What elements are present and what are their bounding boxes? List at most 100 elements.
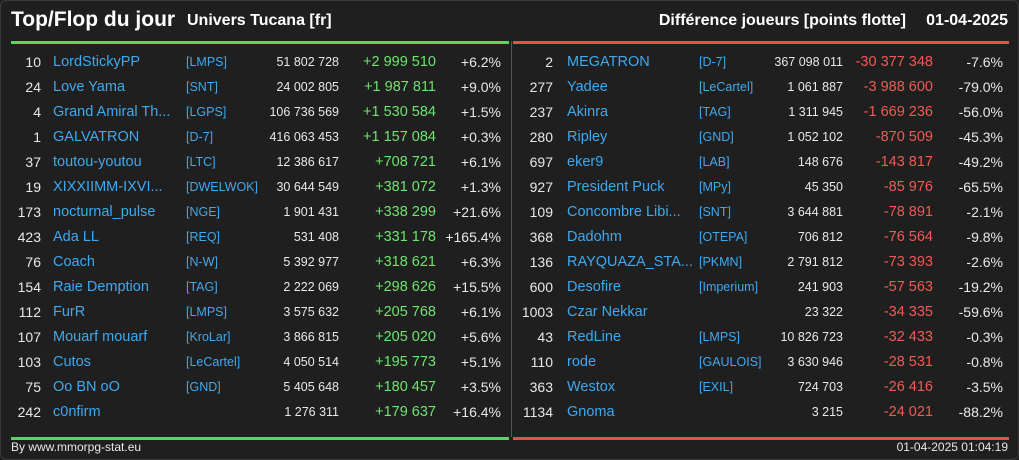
player-rank: 37 <box>25 154 41 170</box>
flop-row: 1003 Czar Nekkar 23 322 -34 335 -59.6% <box>513 300 1009 325</box>
player-name-link[interactable]: RedLine <box>567 329 622 345</box>
player-name-link[interactable]: Love Yama <box>53 79 126 95</box>
percent-change: -56.0% <box>958 104 1003 120</box>
points-difference: +2 999 510 <box>363 54 436 70</box>
alliance-tag-link[interactable]: [TAG] <box>186 280 218 294</box>
player-name-link[interactable]: c0nfirm <box>53 404 101 420</box>
player-points: 3 215 <box>811 405 843 419</box>
header: Top/Flop du jour Univers Tucana [fr] Dif… <box>1 1 1018 41</box>
player-points: 4 050 514 <box>283 355 339 369</box>
alliance-tag-link[interactable]: [D-7] <box>699 55 727 69</box>
points-difference: -85 976 <box>883 179 933 195</box>
percent-change: +6.3% <box>460 254 501 270</box>
player-name-link[interactable]: RAYQUAZA_STA... <box>567 254 693 270</box>
player-name-link[interactable]: Desofire <box>567 279 621 295</box>
player-points: 706 812 <box>797 230 843 244</box>
player-name-link[interactable]: Yadee <box>567 79 608 95</box>
player-name-link[interactable]: Czar Nekkar <box>567 304 648 320</box>
alliance-tag-link[interactable]: [N-W] <box>186 255 218 269</box>
player-name-link[interactable]: Raie Demption <box>53 279 149 295</box>
player-name-link[interactable]: LordStickyPP <box>53 54 141 70</box>
points-difference: +205 020 <box>375 329 436 345</box>
player-rank: 1134 <box>522 404 553 420</box>
top-row: 173 nocturnal_pulse [NGE] 1 901 431 +338 299… <box>11 200 509 225</box>
player-name-link[interactable]: MEGATRON <box>567 54 650 70</box>
player-name-link[interactable]: Mouarf mouarf <box>53 329 148 345</box>
player-points: 148 676 <box>797 155 843 169</box>
player-name-link[interactable]: nocturnal_pulse <box>53 204 156 220</box>
alliance-tag-link[interactable]: [NGE] <box>186 205 221 219</box>
top-row: 242 c0nfirm 1 276 311 +179 637 +16.4% <box>11 400 509 425</box>
flop-row: 43 RedLine [LMPS] 10 826 723 -32 433 -0.3% <box>513 325 1009 350</box>
alliance-tag-link[interactable]: [LeCartel] <box>699 80 754 94</box>
player-points: 2 791 812 <box>787 255 843 269</box>
alliance-tag-link[interactable]: [D-7] <box>186 130 214 144</box>
alliance-tag-link[interactable]: [SNT] <box>699 205 731 219</box>
player-name-link[interactable]: Dadohm <box>567 229 622 245</box>
player-rank: 1 <box>33 129 41 145</box>
flop-row: 2 MEGATRON [D-7] 367 098 011 -30 377 348 -7.6… <box>513 50 1009 75</box>
player-points: 1 061 887 <box>787 80 843 94</box>
player-rank: 136 <box>529 254 553 270</box>
alliance-tag-link[interactable]: [REQ] <box>186 230 221 244</box>
player-points: 416 063 453 <box>269 130 339 144</box>
flop-row: 237 Akinra [TAG] 1 311 945 -1 669 236 -56.0% <box>513 100 1009 125</box>
player-name-link[interactable]: Gnoma <box>567 404 615 420</box>
alliance-tag-link[interactable]: [GAULOIS] <box>699 355 762 369</box>
alliance-tag-link[interactable]: [LGPS] <box>186 105 227 119</box>
player-name-link[interactable]: Ripley <box>567 129 608 145</box>
alliance-tag-link[interactable]: [LTC] <box>186 155 216 169</box>
player-name-link[interactable]: Oo BN oO <box>53 379 120 395</box>
player-name-link[interactable]: FurR <box>53 304 86 320</box>
flop-row: 109 Concombre Libi... [SNT] 3 644 881 -78 89… <box>513 200 1009 225</box>
alliance-tag-link[interactable]: [KroLar] <box>186 330 231 344</box>
player-name-link[interactable]: Concombre Libi... <box>567 204 681 220</box>
player-name-link[interactable]: Akinra <box>567 104 609 120</box>
player-rank: 75 <box>25 379 41 395</box>
player-name-link[interactable]: XIXXIIMM-IXVI... <box>53 179 163 195</box>
points-difference: -870 509 <box>875 129 933 145</box>
percent-change: +6.1% <box>460 154 501 170</box>
alliance-tag-link[interactable]: [MPy] <box>699 180 731 194</box>
player-name-link[interactable]: Cutos <box>53 354 91 370</box>
player-name-link[interactable]: GALVATRON <box>53 129 140 145</box>
player-points: 3 630 946 <box>787 355 843 369</box>
alliance-tag-link[interactable]: [LMPS] <box>186 55 227 69</box>
player-points: 30 644 549 <box>276 180 339 194</box>
alliance-tag-link[interactable]: [GND] <box>699 130 734 144</box>
alliance-tag-link[interactable]: [LeCartel] <box>186 355 241 369</box>
player-name-link[interactable]: eker9 <box>567 154 604 170</box>
top-row: 103 Cutos [LeCartel] 4 050 514 +195 773 +5.1% <box>11 350 509 375</box>
player-rank: 107 <box>17 329 41 345</box>
player-name-link[interactable]: Westox <box>567 379 616 395</box>
alliance-tag-link[interactable]: [DWELWOK] <box>186 180 258 194</box>
percent-change: +6.1% <box>460 304 501 320</box>
player-points: 3 866 815 <box>283 330 339 344</box>
player-points: 1 901 431 <box>283 205 339 219</box>
percent-change: -0.8% <box>966 354 1003 370</box>
alliance-tag-link[interactable]: [LMPS] <box>699 330 740 344</box>
alliance-tag-link[interactable]: [Imperium] <box>699 280 759 294</box>
player-name-link[interactable]: Grand Amiral Th... <box>53 104 171 120</box>
alliance-tag-link[interactable]: [LMPS] <box>186 305 227 319</box>
player-name-link[interactable]: President Puck <box>567 179 665 195</box>
top-gainers-panel: 10 LordStickyPP [LMPS] 51 802 728 +2 999 510… <box>11 41 509 440</box>
alliance-tag-link[interactable]: [EXIL] <box>699 380 734 394</box>
player-name-link[interactable]: rode <box>567 354 597 370</box>
alliance-tag-link[interactable]: [GND] <box>186 380 221 394</box>
alliance-tag-link[interactable]: [TAG] <box>699 105 731 119</box>
alliance-tag-link[interactable]: [LAB] <box>699 155 730 169</box>
alliance-tag-link[interactable]: [SNT] <box>186 80 218 94</box>
player-points: 23 322 <box>804 305 843 319</box>
alliance-tag-link[interactable]: [PKMN] <box>699 255 743 269</box>
player-rank: 242 <box>17 404 41 420</box>
player-name-link[interactable]: Coach <box>53 254 95 270</box>
top-row: 19 XIXXIIMM-IXVI... [DWELWOK] 30 644 549 +38… <box>11 175 509 200</box>
player-name-link[interactable]: Ada LL <box>53 229 99 245</box>
alliance-tag-link[interactable]: [OTEPA] <box>699 230 748 244</box>
flop-row: 1134 Gnoma 3 215 -24 021 -88.2% <box>513 400 1009 425</box>
points-difference: +338 299 <box>375 204 436 220</box>
points-difference: -32 433 <box>883 329 933 345</box>
player-name-link[interactable]: toutou-youtou <box>53 154 142 170</box>
top-row: 75 Oo BN oO [GND] 5 405 648 +180 457 +3.5% <box>11 375 509 400</box>
